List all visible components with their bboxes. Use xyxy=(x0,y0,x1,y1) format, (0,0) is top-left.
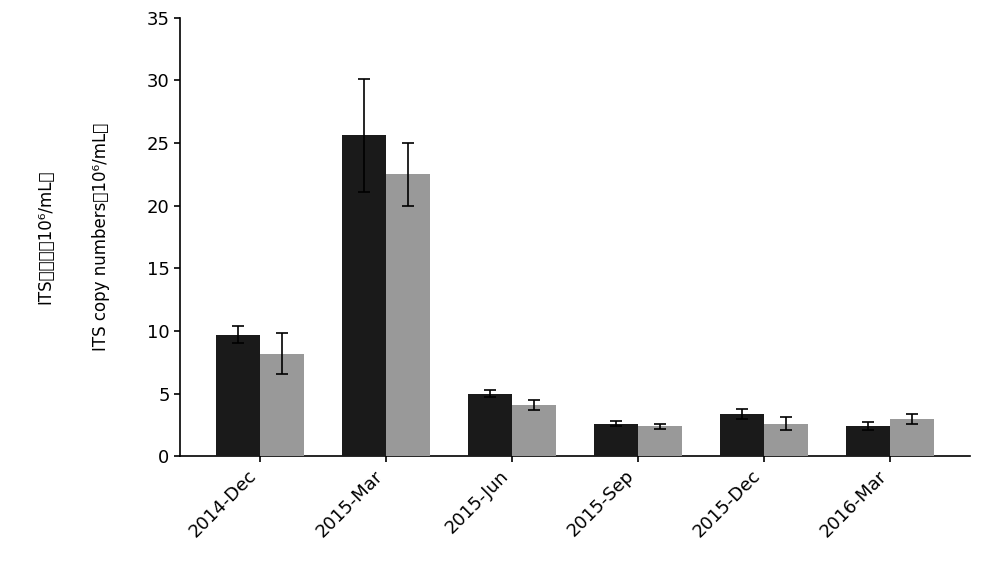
Bar xyxy=(512,405,556,456)
Bar xyxy=(342,135,386,456)
Text: ITS拷贝数（10⁶/mL）: ITS拷贝数（10⁶/mL） xyxy=(37,170,55,304)
Bar xyxy=(764,424,808,456)
Bar xyxy=(594,424,638,456)
Bar xyxy=(468,394,512,456)
Bar xyxy=(386,174,430,456)
Bar xyxy=(216,335,260,456)
Text: ITS copy numbers（10⁶/mL）: ITS copy numbers（10⁶/mL） xyxy=(92,123,110,351)
Bar xyxy=(846,426,890,456)
Bar xyxy=(890,419,934,456)
Bar xyxy=(720,414,764,456)
Bar xyxy=(260,353,304,456)
Bar xyxy=(638,426,682,456)
